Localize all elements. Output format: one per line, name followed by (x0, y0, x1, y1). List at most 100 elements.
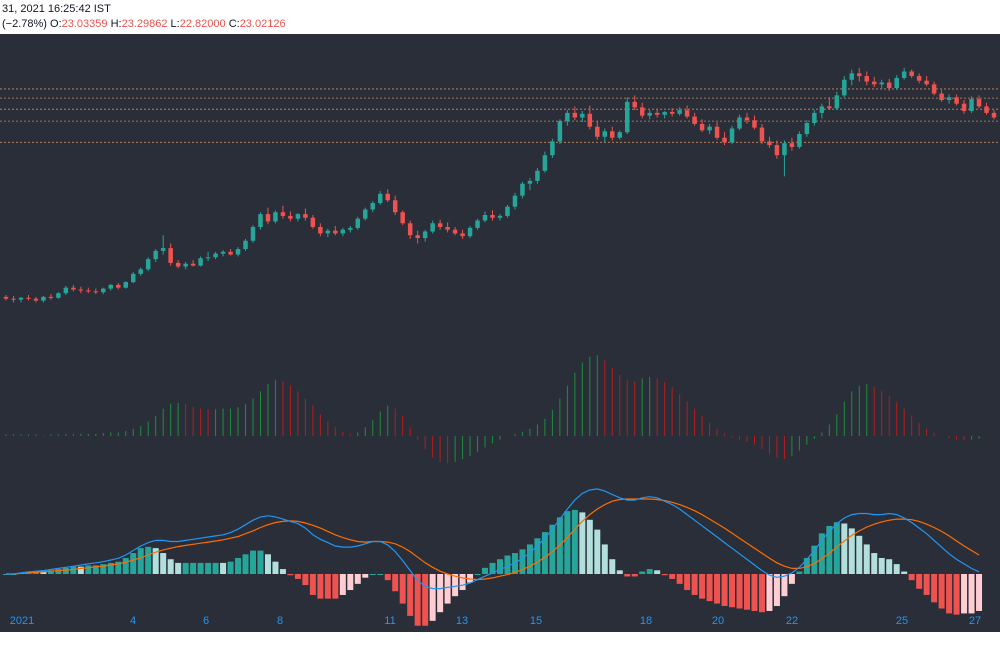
macd-hist-bar (833, 522, 840, 574)
candle-body (288, 215, 293, 219)
candle-body (333, 230, 338, 234)
low-value: 22.82000 (179, 18, 226, 30)
candle-body (445, 226, 450, 230)
candle-body (864, 76, 870, 82)
macd-lines (6, 488, 980, 590)
macd-hist-bar (40, 571, 47, 574)
candle-body (909, 71, 914, 77)
candle-body (707, 126, 712, 131)
candle-body (250, 226, 256, 241)
macd-hist-bar (908, 574, 915, 581)
candle-body (722, 137, 727, 143)
macd-hist-bar (788, 574, 795, 584)
candle-body (235, 249, 241, 255)
macd-hist-bar (684, 574, 691, 591)
macd-hist-bar (946, 574, 953, 614)
chart-header: 31, 2021 16:25:42 IST (−2.78%) O:23.0335… (0, 0, 1000, 34)
candle-body (26, 297, 31, 299)
macd-hist-bar (541, 532, 548, 574)
macd-hist-bar (115, 561, 122, 574)
macd-hist-bar (976, 574, 983, 611)
macd-hist-bar (77, 566, 84, 574)
candle-body (886, 82, 892, 89)
macd-hist-bar (92, 565, 99, 574)
candle-body (370, 203, 376, 210)
macd-hist-bar (482, 567, 489, 574)
candle-body (318, 226, 323, 234)
candle-body (93, 291, 99, 293)
macd-hist-bar (504, 555, 511, 574)
x-tick-label: 13 (456, 615, 468, 627)
candle-body (392, 200, 398, 213)
macd-hist-bar (354, 574, 361, 584)
candle-body (385, 193, 390, 201)
candle-body (857, 73, 862, 77)
macd-hist-bar (534, 538, 541, 574)
candle-body (437, 223, 443, 227)
macd-hist-bar (818, 533, 825, 574)
open-value: 23.03359 (61, 18, 108, 30)
candle-body (804, 123, 810, 135)
macd-hist-bar (616, 570, 623, 574)
x-tick-label: 8 (277, 615, 283, 627)
candle-body (520, 183, 525, 196)
macd-hist-bar (571, 509, 578, 574)
candle-body (542, 155, 548, 171)
candle-body (422, 231, 428, 238)
candle-body (11, 298, 16, 300)
candle-body (737, 117, 742, 129)
macd-hist-bar (474, 574, 481, 575)
candle-body (984, 106, 989, 113)
candle-body (101, 288, 106, 293)
candle-body (348, 227, 353, 230)
macd-hist-bar (205, 562, 212, 574)
macd-hist-bar (160, 553, 167, 574)
macd-hist-bar (923, 574, 930, 595)
macd-hist-bar (377, 574, 384, 575)
macd-hist-bar (287, 574, 294, 576)
chart-area[interactable]: 2021 4 6 8 11 13 15 18 20 22 25 27 (0, 34, 1000, 632)
macd-hist-bar (961, 574, 968, 614)
macd-hist-bar (167, 559, 174, 574)
macd-hist-bar (661, 574, 668, 576)
candle-body (961, 103, 967, 112)
candle-body (48, 296, 54, 298)
macd-hist-bar (893, 564, 900, 574)
candle-body (901, 71, 907, 78)
macd-hist-bar (721, 574, 728, 607)
candle-body (729, 128, 735, 143)
candle-body (759, 127, 765, 142)
candle-body (63, 287, 69, 294)
macd-hist-bar (848, 528, 855, 574)
macd-hist-bar (332, 574, 339, 599)
macd-hist-bar (175, 562, 182, 574)
candle-body (767, 141, 772, 146)
candle-body (976, 99, 982, 107)
indicator-histogram (5, 355, 980, 464)
candle-body (280, 212, 286, 216)
candle-body (3, 296, 9, 299)
macd-hist-bar (279, 569, 286, 574)
candle-body (557, 121, 563, 142)
candle-body (669, 111, 675, 114)
candle-body (482, 215, 488, 221)
high-value: 23.29862 (121, 18, 168, 30)
candle-body (467, 227, 473, 237)
candle-body (497, 215, 503, 218)
candlestick-series (3, 67, 997, 303)
macd-hist-bar (691, 574, 698, 595)
candle-body (377, 193, 383, 204)
candle-body (86, 290, 91, 292)
candle-body (834, 95, 840, 109)
macd-hist-bar (444, 574, 451, 604)
candle-body (565, 112, 570, 122)
macd-hist-bar (594, 529, 601, 574)
macd-hist-bar (264, 554, 271, 574)
footer-bar (0, 632, 1000, 660)
price-level-lines (0, 88, 1000, 143)
candle-body (258, 214, 263, 227)
macd-hist-bar (706, 574, 713, 602)
candle-body (894, 77, 899, 89)
macd-hist-bar (414, 574, 421, 626)
candle-body (33, 298, 39, 301)
